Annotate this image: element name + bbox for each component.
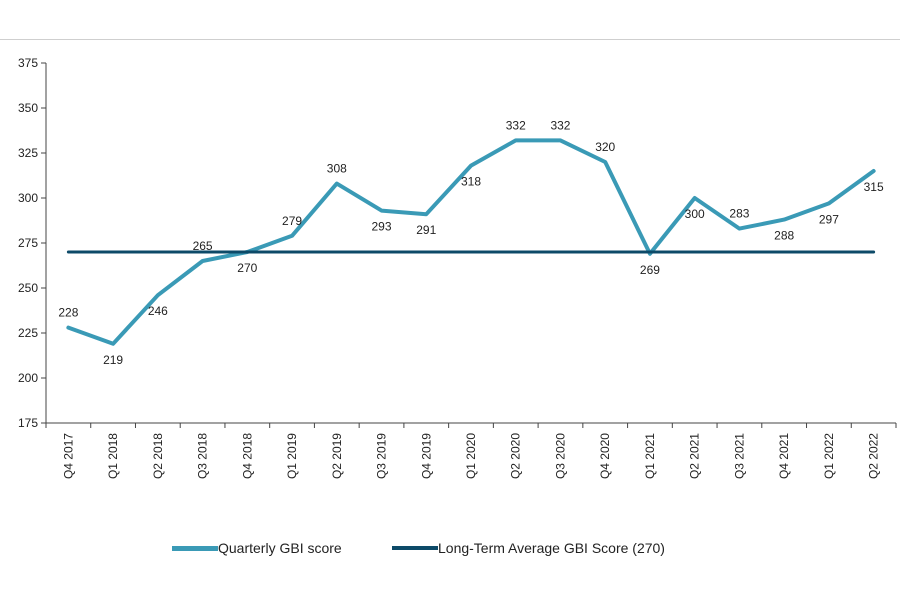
y-tick-label: 200 <box>18 371 38 385</box>
data-label: 265 <box>193 239 213 253</box>
data-point <box>783 219 785 221</box>
legend-item-quarterly: Quarterly GBI score <box>172 536 342 560</box>
data-point <box>202 260 204 262</box>
y-tick-label: 300 <box>18 191 38 205</box>
legend-label-quarterly: Quarterly GBI score <box>218 540 342 556</box>
y-tick-label: 375 <box>18 56 38 70</box>
y-axis-ticks: 175 200 225 250 275 300 325 350 375 <box>18 56 46 430</box>
data-label: 318 <box>461 175 481 189</box>
data-point <box>67 327 69 329</box>
y-tick-label: 275 <box>18 236 38 250</box>
data-label: 283 <box>729 207 749 221</box>
legend-swatch-long-term-average <box>392 546 438 550</box>
data-label: 293 <box>372 220 392 234</box>
y-tick-label: 225 <box>18 326 38 340</box>
x-tick-label: Q3 2020 <box>553 433 567 479</box>
data-label: 228 <box>58 306 78 320</box>
x-tick-label: Q2 2018 <box>151 433 165 479</box>
data-point <box>694 197 696 199</box>
x-tick-label: Q2 2019 <box>330 433 344 479</box>
data-point <box>828 202 830 204</box>
x-tick-label: Q4 2019 <box>419 433 433 479</box>
data-point <box>559 139 561 141</box>
data-label: 297 <box>819 212 839 226</box>
series-lines <box>66 138 876 346</box>
axes <box>45 63 896 424</box>
data-label: 320 <box>595 140 615 154</box>
x-tick-label: Q1 2021 <box>643 433 657 479</box>
data-point <box>649 253 651 255</box>
data-point <box>425 213 427 215</box>
data-point <box>336 183 338 185</box>
data-point <box>738 228 740 230</box>
x-tick-label: Q3 2021 <box>732 433 746 479</box>
x-tick-label: Q2 2021 <box>688 433 702 479</box>
data-label: 332 <box>506 118 526 132</box>
x-tick-label: Q3 2018 <box>196 433 210 479</box>
legend: Quarterly GBI score Long-Term Average GB… <box>0 536 900 560</box>
data-point <box>604 161 606 163</box>
x-tick-label: Q1 2020 <box>464 433 478 479</box>
data-label: 291 <box>416 223 436 237</box>
data-label: 308 <box>327 162 347 176</box>
y-tick-label: 250 <box>18 281 38 295</box>
x-tick-label: Q1 2018 <box>106 433 120 479</box>
x-tick-label: Q3 2019 <box>375 433 389 479</box>
data-point <box>381 210 383 212</box>
x-tick-label: Q1 2019 <box>285 433 299 479</box>
data-point <box>873 170 875 172</box>
data-point <box>515 139 517 141</box>
x-tick-label: Q4 2018 <box>240 433 254 479</box>
data-point <box>291 235 293 237</box>
data-label: 219 <box>103 353 123 367</box>
y-tick-label: 325 <box>18 146 38 160</box>
x-tick-label: Q4 2017 <box>61 433 75 479</box>
x-tick-label: Q4 2020 <box>598 433 612 479</box>
data-point <box>470 165 472 167</box>
top-divider <box>0 39 900 40</box>
data-label: 288 <box>774 229 794 243</box>
y-tick-label: 350 <box>18 101 38 115</box>
x-tick-label: Q2 2020 <box>509 433 523 479</box>
x-tick-label: Q4 2021 <box>777 433 791 479</box>
data-label: 246 <box>148 304 168 318</box>
legend-item-long-term-average: Long-Term Average GBI Score (270) <box>392 536 665 560</box>
x-tick-label: Q1 2022 <box>822 433 836 479</box>
data-label: 279 <box>282 214 302 228</box>
data-label: 332 <box>550 118 570 132</box>
data-labels: 228 219 246 265 270 279 308 293 291 318 332 332 320 2… <box>58 118 884 366</box>
data-point <box>112 343 114 345</box>
data-label: 315 <box>864 180 884 194</box>
data-label: 270 <box>237 261 257 275</box>
series-line-quarterly-gbi <box>66 138 876 346</box>
y-tick-label: 175 <box>18 416 38 430</box>
legend-label-long-term-average: Long-Term Average GBI Score (270) <box>438 540 665 556</box>
x-tick-label: Q2 2022 <box>867 433 881 479</box>
x-axis-ticks: Q4 2017 Q1 2018 Q2 2018 Q3 2018 Q4 2018 Q1 20… <box>45 423 897 479</box>
data-label: 300 <box>685 207 705 221</box>
data-label: 269 <box>640 263 660 277</box>
legend-swatch-quarterly <box>172 545 218 551</box>
data-point <box>157 294 159 296</box>
